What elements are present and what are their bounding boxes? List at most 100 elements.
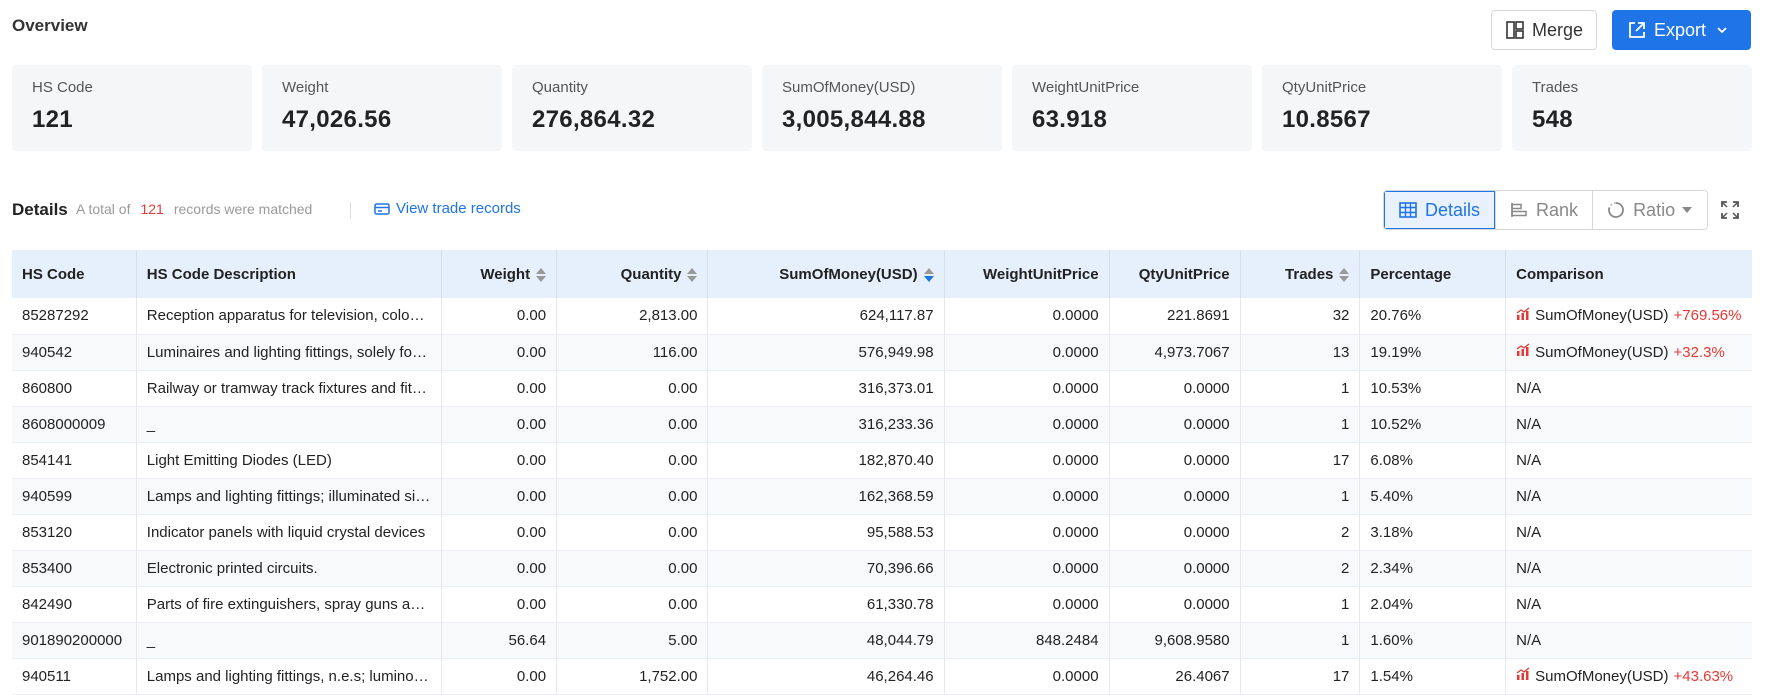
cell-weight-unit-price: 848.2484 xyxy=(944,622,1110,659)
comparison-label: N/A xyxy=(1516,487,1542,505)
column-header-trades[interactable]: Trades xyxy=(1240,250,1361,298)
cell-hs-code: 860800 xyxy=(12,370,137,407)
cell-comparison: N/A xyxy=(1505,622,1752,659)
cell-quantity: 0.00 xyxy=(556,514,709,551)
column-header-percentage: Percentage xyxy=(1359,250,1507,298)
column-header-weight-unit-price: WeightUnitPrice xyxy=(944,250,1110,298)
fullscreen-icon[interactable] xyxy=(1720,200,1740,220)
table-row[interactable]: 901890200000 _ 56.64 5.00 48,044.79 848.2484 9… xyxy=(12,622,1752,659)
column-header-quantity[interactable]: Quantity xyxy=(556,250,709,298)
cell-weight: 0.00 xyxy=(441,442,558,479)
table-row[interactable]: 853400 Electronic printed circuits. 0.00 0.… xyxy=(12,550,1752,587)
card-label: HS Code xyxy=(32,79,93,96)
summary-card-weight-unit-price: WeightUnitPrice 63.918 xyxy=(1012,65,1252,151)
cell-hs-code: 940511 xyxy=(12,658,137,695)
cell-description: _ xyxy=(136,406,442,443)
cell-quantity: 2,813.00 xyxy=(556,298,709,335)
cell-percentage: 19.19% xyxy=(1359,334,1507,371)
summary-card-sum-of-money: SumOfMoney(USD) 3,005,844.88 xyxy=(762,65,1002,151)
table-row[interactable]: 940511 Lamps and lighting fittings, n.e.s… xyxy=(12,658,1752,695)
table-row[interactable]: 940542 Luminaires and lighting fittings, … xyxy=(12,334,1752,371)
cell-qty-unit-price: 221.8691 xyxy=(1109,298,1241,335)
comparison-label: N/A xyxy=(1516,631,1542,649)
records-note-prefix: A total of xyxy=(76,201,131,217)
tab-ratio-label: Ratio xyxy=(1633,199,1676,220)
cell-weight: 0.00 xyxy=(441,406,558,443)
cell-weight-unit-price: 0.0000 xyxy=(944,406,1110,443)
table-row[interactable]: 854141 Light Emitting Diodes (LED) 0.00 0.0… xyxy=(12,442,1752,479)
card-value: 10.8567 xyxy=(1282,106,1371,133)
card-value: 63.918 xyxy=(1032,106,1108,133)
comparison-value: N/A xyxy=(1516,524,1742,541)
cell-description: Lamps and lighting fittings, n.e.s; lumi… xyxy=(136,658,442,695)
card-label: Quantity xyxy=(532,79,588,96)
column-header-comparison: Comparison xyxy=(1505,250,1752,298)
view-trade-records-link[interactable]: View trade records xyxy=(374,200,521,217)
table-row[interactable]: 8608000009 _ 0.00 0.00 316,233.36 0.0000 0.000… xyxy=(12,406,1752,443)
merge-button[interactable]: Merge xyxy=(1491,10,1597,50)
column-header-qty-unit-price: QtyUnitPrice xyxy=(1109,250,1241,298)
cell-percentage: 3.18% xyxy=(1359,514,1507,551)
cell-weight: 0.00 xyxy=(441,514,558,551)
cell-comparison: N/A xyxy=(1505,550,1752,587)
cell-sum-of-money: 48,044.79 xyxy=(707,622,945,659)
cell-weight: 56.64 xyxy=(441,622,558,659)
cell-weight-unit-price: 0.0000 xyxy=(944,658,1110,695)
cell-description: Railway or tramway track fixtures and fi… xyxy=(136,370,442,407)
table-row[interactable]: 842490 Parts of fire extinguishers, spray… xyxy=(12,586,1752,623)
tab-details[interactable]: Details xyxy=(1384,191,1496,229)
cell-hs-code: 85287292 xyxy=(12,298,137,335)
cell-comparison: SumOfMoney(USD) +769.56% xyxy=(1505,298,1752,335)
cell-weight-unit-price: 0.0000 xyxy=(944,442,1110,479)
records-note: A total of 121 records were matched xyxy=(76,201,312,217)
tab-rank[interactable]: Rank xyxy=(1495,191,1593,229)
summary-card-weight: Weight 47,026.56 xyxy=(262,65,502,151)
sort-icon xyxy=(536,267,547,282)
cell-trades: 17 xyxy=(1240,442,1361,479)
sort-desc-icon xyxy=(923,267,934,282)
cell-quantity: 0.00 xyxy=(556,406,709,443)
comparison-value[interactable]: SumOfMoney(USD) +769.56% xyxy=(1516,307,1742,325)
comparison-label: N/A xyxy=(1516,415,1542,433)
cell-percentage: 20.76% xyxy=(1359,298,1507,335)
tab-rank-label: Rank xyxy=(1536,199,1579,220)
cell-qty-unit-price: 4,973.7067 xyxy=(1109,334,1241,371)
cell-quantity: 0.00 xyxy=(556,370,709,407)
comparison-delta: +32.3% xyxy=(1673,343,1725,361)
cell-trades: 17 xyxy=(1240,658,1361,695)
comparison-delta: +769.56% xyxy=(1673,307,1742,325)
cell-comparison: N/A xyxy=(1505,406,1752,443)
sort-icon xyxy=(1339,267,1350,282)
cell-description: Indicator panels with liquid crystal dev… xyxy=(136,514,442,551)
table-row[interactable]: 85287292 Reception apparatus for televisi… xyxy=(12,298,1752,335)
cell-percentage: 5.40% xyxy=(1359,478,1507,515)
cell-weight-unit-price: 0.0000 xyxy=(944,586,1110,623)
card-value: 548 xyxy=(1532,106,1573,133)
summary-card-hs-code: HS Code 121 xyxy=(12,65,252,151)
ratio-icon xyxy=(1607,201,1625,219)
column-header-hs-code: HS Code xyxy=(12,250,137,298)
cell-weight: 0.00 xyxy=(441,334,558,371)
column-label: Weight xyxy=(480,265,531,283)
card-value: 276,864.32 xyxy=(532,106,656,133)
cell-sum-of-money: 316,233.36 xyxy=(707,406,945,443)
cell-hs-code: 8608000009 xyxy=(12,406,137,443)
cell-sum-of-money: 624,117.87 xyxy=(707,298,945,335)
cell-trades: 1 xyxy=(1240,622,1361,659)
table-row[interactable]: 860800 Railway or tramway track fixtures … xyxy=(12,370,1752,407)
trend-chart-icon xyxy=(1516,343,1530,361)
caret-down-icon xyxy=(1681,206,1693,214)
column-header-weight[interactable]: Weight xyxy=(441,250,558,298)
cell-weight: 0.00 xyxy=(441,478,558,515)
export-button[interactable]: Export xyxy=(1612,10,1751,50)
table-row[interactable]: 940599 Lamps and lighting fittings; illum… xyxy=(12,478,1752,515)
column-header-sum-of-money[interactable]: SumOfMoney(USD) xyxy=(707,250,945,298)
tab-ratio[interactable]: Ratio xyxy=(1592,191,1708,229)
view-trade-records-label: View trade records xyxy=(396,200,521,217)
comparison-value: N/A xyxy=(1516,416,1742,433)
cell-sum-of-money: 182,870.40 xyxy=(707,442,945,479)
column-label: HS Code xyxy=(22,265,85,283)
table-row[interactable]: 853120 Indicator panels with liquid cryst… xyxy=(12,514,1752,551)
comparison-value[interactable]: SumOfMoney(USD) +32.3% xyxy=(1516,343,1742,361)
comparison-value[interactable]: SumOfMoney(USD) +43.63% xyxy=(1516,667,1742,685)
